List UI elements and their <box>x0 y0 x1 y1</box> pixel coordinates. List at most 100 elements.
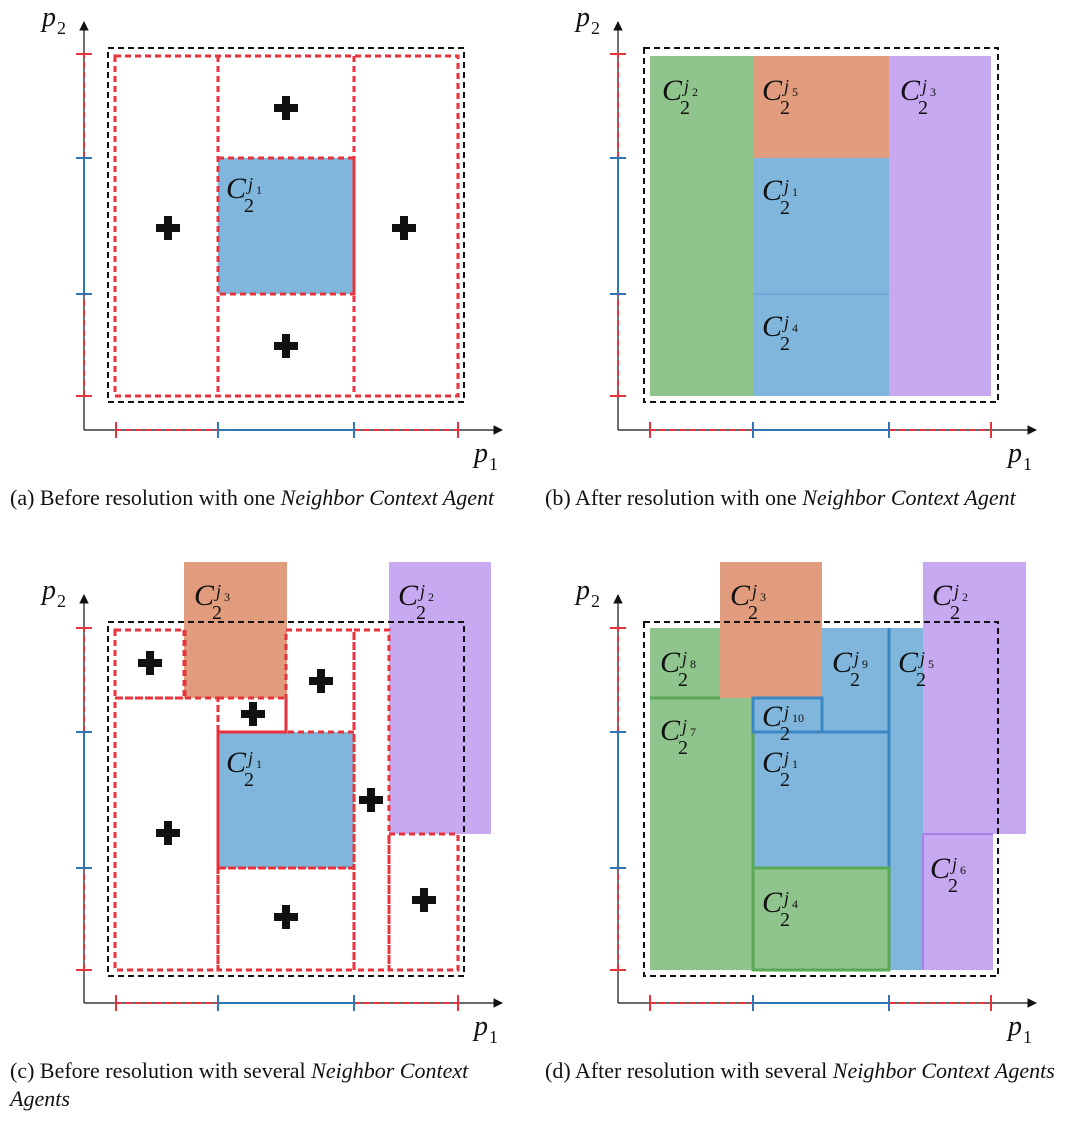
cell-sup-index: 2 <box>962 590 968 604</box>
x-axis-label-p: p <box>472 438 488 469</box>
plus-marker <box>241 702 265 726</box>
cell-sup-index: 3 <box>930 85 936 99</box>
plus-marker <box>359 788 383 812</box>
label-c2-j2: C2j 2 <box>662 74 698 119</box>
cell-sup-j: j <box>782 76 789 96</box>
cell-sup-index: 1 <box>256 757 262 771</box>
plus-bar-v <box>400 216 408 240</box>
cell-sup-index: 1 <box>792 757 798 771</box>
label-c2-j8: C2j 8 <box>660 646 696 691</box>
plus-bar-v <box>164 821 172 845</box>
y-axis-label-p: p <box>574 575 590 606</box>
x-axis-label-p: p <box>1006 438 1022 469</box>
cell-c2-j5 <box>889 628 923 970</box>
caption-a: (a) Before resolution with one Neighbor … <box>10 485 495 510</box>
bounding-box <box>643 621 999 977</box>
plus-bar-v <box>146 651 154 675</box>
cell-sup-index: 5 <box>928 657 934 671</box>
cell-sup-index: 1 <box>792 185 798 199</box>
cell-sup-index: 4 <box>792 321 798 335</box>
label-c2-j3: C2j 3 <box>730 579 766 624</box>
panel-a: C2j 1 p 1 p 2 <box>40 2 503 474</box>
cell-sup-index: 2 <box>692 85 698 99</box>
bounding-box <box>107 47 465 403</box>
cell-c2-j9 <box>822 628 889 732</box>
context-bottom-right <box>387 832 460 972</box>
plus-marker <box>156 821 180 845</box>
cell-sup-index: 3 <box>760 590 766 604</box>
cell-c2-j4 <box>753 294 889 396</box>
cell-sup-index: 10 <box>792 711 804 725</box>
cell-sup-index: 1 <box>256 183 262 197</box>
cell-subscript: 2 <box>212 602 222 624</box>
cell-c2-j1 <box>753 158 889 294</box>
cell-subscript: 2 <box>780 97 790 119</box>
label-c2-j6: C2j 6 <box>930 852 966 897</box>
x-axis-label-p: p <box>1006 1011 1022 1042</box>
y-axis-label-sub: 2 <box>57 591 66 611</box>
label-c2-j7: C2j 7 <box>660 714 696 759</box>
cell-border-j4 <box>751 866 891 972</box>
x-axis-label-sub: 1 <box>1023 1027 1032 1047</box>
y-axis-label-p: p <box>574 2 590 33</box>
cell-c2-j2 <box>923 562 1026 834</box>
cell-subscript: 2 <box>244 769 254 791</box>
cell-sup-index: 3 <box>224 590 230 604</box>
context-left <box>113 696 220 972</box>
cell-symbol: C <box>730 579 751 612</box>
cell-symbol: C <box>398 579 419 612</box>
cell-sup-j: j <box>246 748 253 768</box>
cell-symbol: C <box>762 74 783 107</box>
label-c2-j3: C2j 3 <box>194 579 230 624</box>
cell-sup-j: j <box>920 76 927 96</box>
cell-sup-index: 2 <box>428 590 434 604</box>
plus-marker <box>274 905 298 929</box>
cell-subscript: 2 <box>416 602 426 624</box>
label-c2-j1: C2j 1 <box>762 174 798 219</box>
y-axis-label-sub: 2 <box>57 18 66 38</box>
cell-symbol: C <box>900 74 921 107</box>
cell-sup-j: j <box>918 648 925 668</box>
cell-symbol: C <box>762 700 783 733</box>
bounding-box <box>643 47 999 403</box>
label-c2-j1: C2j 1 <box>226 172 262 217</box>
cell-subscript: 2 <box>950 602 960 624</box>
cell-sup-j: j <box>782 888 789 908</box>
cell-symbol: C <box>660 714 681 747</box>
cell-sup-j: j <box>782 176 789 196</box>
y-axis-label-sub: 2 <box>591 18 600 38</box>
cell-symbol: C <box>762 174 783 207</box>
cell-subscript: 2 <box>244 195 254 217</box>
cell-symbol: C <box>762 886 783 919</box>
cell-symbol: C <box>226 172 247 205</box>
cell-c2-j3 <box>720 562 822 698</box>
cell-sup-index: 8 <box>690 657 696 671</box>
cell-sup-j: j <box>782 748 789 768</box>
cell-sup-index: 4 <box>792 897 798 911</box>
cell-symbol: C <box>898 646 919 679</box>
label-c2-j2: C2j 2 <box>932 579 968 624</box>
cell-c2-j5 <box>753 56 889 158</box>
cell-sup-j: j <box>246 174 253 194</box>
context-region-left <box>113 54 460 398</box>
label-c2-j1: C2j 1 <box>762 746 798 791</box>
cell-subscript: 2 <box>678 737 688 759</box>
caption-d: (d) After resolution with several Neighb… <box>545 1058 1055 1083</box>
cell-subscript: 2 <box>680 97 690 119</box>
cell-sup-index: 9 <box>862 657 868 671</box>
plus-marker <box>309 669 333 693</box>
cell-c2-j7 <box>650 698 753 970</box>
x-axis-label-sub: 1 <box>1023 454 1032 474</box>
cell-c2-j3 <box>184 562 287 698</box>
cell-c2-j2 <box>389 562 491 834</box>
plus-marker <box>156 216 180 240</box>
cell-sup-j: j <box>782 702 789 722</box>
caption-b: (b) After resolution with one Neighbor C… <box>545 485 1016 510</box>
cell-subscript: 2 <box>780 197 790 219</box>
